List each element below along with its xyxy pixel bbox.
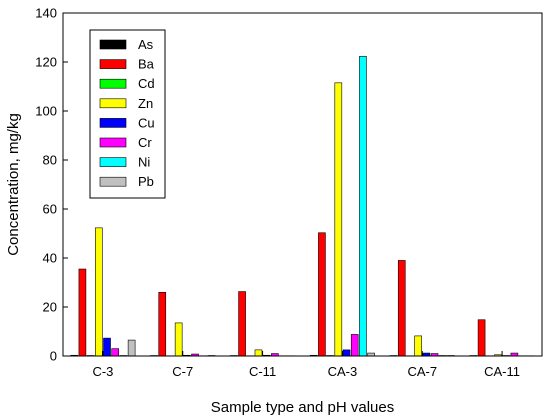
y-tick-label: 120 bbox=[35, 55, 57, 70]
y-tick-label: 20 bbox=[43, 300, 57, 315]
legend-label-ni: Ni bbox=[138, 155, 150, 170]
legend-swatch-as bbox=[99, 39, 127, 50]
legend-swatch-zn bbox=[99, 98, 127, 109]
y-tick-label: 60 bbox=[43, 202, 57, 217]
x-tick-label: CA-11 bbox=[484, 364, 520, 379]
legend-label-as: As bbox=[138, 37, 154, 52]
x-axis: C-3 C-7 C-11 CA-3 CA-7 CA-11 bbox=[92, 351, 520, 379]
x-axis-label: Sample type and pH values bbox=[211, 399, 394, 416]
bar-pb-c-3 bbox=[127, 339, 136, 357]
bar-ba-c-11 bbox=[238, 291, 246, 357]
y-tick-label: 140 bbox=[35, 6, 57, 21]
x-tick-label: C-3 bbox=[92, 364, 113, 379]
bar-ba-c-7 bbox=[158, 291, 167, 357]
legend-label-cu: Cu bbox=[138, 115, 155, 130]
y-tick-label: 40 bbox=[43, 251, 57, 266]
legend-frame bbox=[89, 29, 166, 199]
bar-zn-ca-7 bbox=[414, 335, 422, 357]
legend-swatch-cu bbox=[99, 118, 127, 128]
legend-label-zn: Zn bbox=[138, 96, 153, 111]
plot-frame bbox=[62, 12, 543, 357]
legend-swatch-cd bbox=[99, 78, 127, 89]
bar-ba-c-3 bbox=[78, 268, 87, 357]
y-tick-label: 80 bbox=[43, 153, 57, 168]
bar-ba-ca-3 bbox=[318, 232, 326, 357]
y-tick-label: 100 bbox=[35, 104, 57, 119]
bar-cr-c-3 bbox=[111, 348, 120, 357]
legend-label-cd: Cd bbox=[138, 76, 155, 91]
legend-label-pb: Pb bbox=[138, 174, 154, 189]
bar-cu-ca-3 bbox=[342, 349, 351, 357]
y-tick-label: 0 bbox=[50, 349, 57, 364]
bar-zn-c-7 bbox=[174, 322, 183, 357]
legend: As Ba Cd Zn Cu Cr Ni Pb bbox=[89, 29, 166, 199]
y-axis: 0 20 40 60 80 100 120 140 bbox=[35, 6, 68, 364]
legend-swatch-ba bbox=[99, 59, 127, 69]
legend-swatch-ni bbox=[99, 157, 127, 167]
bar-ba-ca-11 bbox=[477, 319, 486, 357]
y-axis-label: Concentration, mg/kg bbox=[5, 113, 22, 256]
legend-label-ba: Ba bbox=[138, 57, 155, 72]
bar-ni-ca-3 bbox=[359, 56, 367, 357]
bar-zn-ca-3 bbox=[334, 82, 343, 357]
bar-cr-ca-3 bbox=[350, 334, 359, 357]
legend-label-cr: Cr bbox=[138, 135, 152, 150]
x-tick-label: C-11 bbox=[249, 364, 276, 379]
bar-cu-c-3 bbox=[103, 337, 111, 357]
legend-swatch-pb bbox=[99, 176, 127, 187]
x-tick-label: CA-3 bbox=[328, 364, 358, 379]
bar-ba-ca-7 bbox=[397, 260, 406, 357]
x-tick-label: C-7 bbox=[172, 364, 193, 379]
bars-layer bbox=[70, 56, 535, 357]
bar-zn-c-11 bbox=[254, 349, 263, 357]
x-tick-label: CA-7 bbox=[407, 364, 437, 379]
bar-zn-c-3 bbox=[95, 227, 103, 357]
legend-swatch-cr bbox=[99, 137, 127, 148]
